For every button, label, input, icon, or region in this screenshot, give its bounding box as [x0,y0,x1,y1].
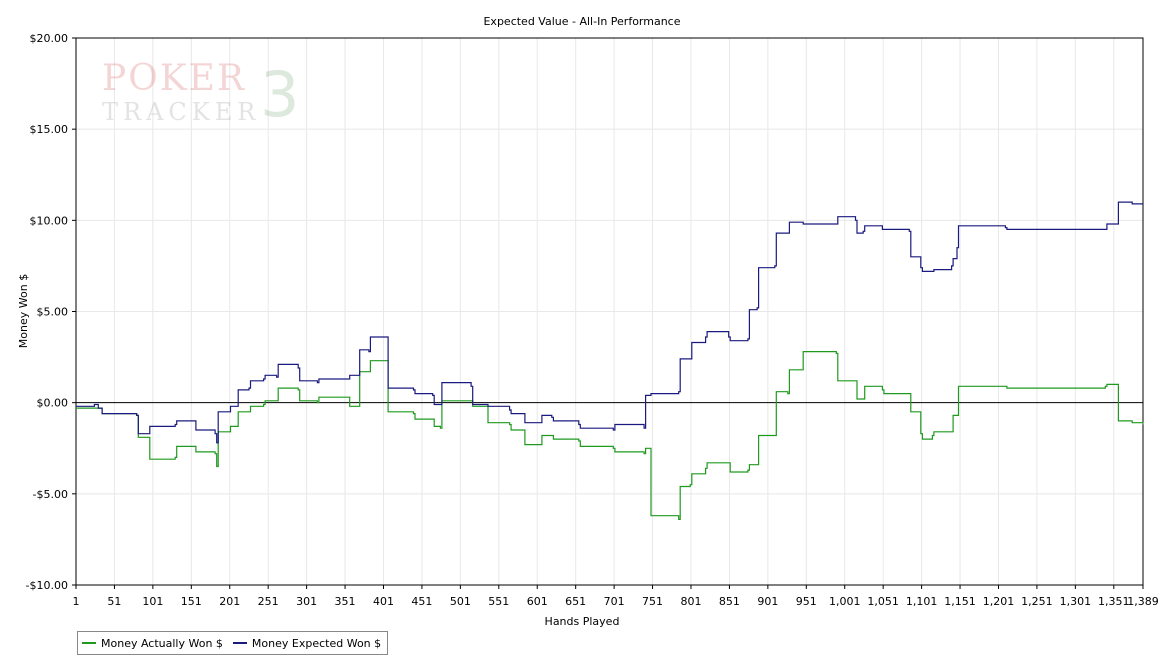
chart-title: Expected Value - All-In Performance [483,15,680,28]
x-axis-ticks: 1 51 101 151 201 251 301 351 401 451 501 551 601 651 7… [73,585,1159,608]
x-tick-label: 301 [296,595,317,608]
legend-swatch-expected [232,642,247,644]
y-tick-label: $15.00 [30,123,69,136]
legend-item-actual: Money Actually Won $ [82,637,223,650]
legend-item-expected: Money Expected Won $ [232,636,382,650]
x-tick-label: 1,389 [1127,595,1159,608]
x-tick-label: 1,101 [906,595,938,608]
x-tick-label: 501 [450,595,471,608]
y-axis-label: Money Won $ [17,274,30,348]
y-tick-label: $10.00 [30,214,69,227]
x-tick-label: 1,151 [944,595,976,608]
x-tick-label: 551 [488,595,509,608]
x-tick-label: 951 [796,595,817,608]
x-tick-label: 601 [527,595,548,608]
x-tick-label: 751 [642,595,663,608]
x-tick-label: 651 [565,595,586,608]
legend-label-expected: Money Expected Won $ [251,636,382,650]
y-tick-label: -$10.00 [26,579,68,592]
x-tick-label: 1,301 [1060,595,1092,608]
series-lines [76,201,1144,520]
x-tick-label: 801 [680,595,701,608]
y-tick-label: $5.00 [37,306,69,319]
x-axis-label: Hands Played [545,615,620,628]
x-tick-label: 901 [757,595,778,608]
x-tick-label: 101 [142,595,163,608]
legend-swatch-actual [82,642,96,644]
x-tick-label: 701 [604,595,625,608]
y-axis-ticks: -$10.00 -$5.00 $0.00 $5.00 $10.00 $15.00 $20.0… [26,32,76,592]
x-tick-label: 251 [258,595,279,608]
series-line-expected [76,201,1143,444]
x-tick-label: 201 [219,595,240,608]
y-tick-label: -$5.00 [33,488,68,501]
grid-lines [76,38,1143,585]
x-tick-label: 51 [107,595,121,608]
x-tick-label: 851 [719,595,740,608]
x-tick-label: 1,351 [1098,595,1130,608]
y-tick-label: $0.00 [37,397,69,410]
x-tick-label: 151 [181,595,202,608]
x-tick-label: 1 [73,595,80,608]
x-tick-label: 1,251 [1021,595,1053,608]
x-tick-label: 1,201 [983,595,1015,608]
x-tick-label: 351 [335,595,356,608]
x-tick-label: 1,001 [829,595,861,608]
x-tick-label: 451 [411,595,432,608]
x-tick-label: 1,051 [867,595,899,608]
series-line-actual [76,351,1144,520]
chart-legend: Money Actually Won $ Money Expected Won … [77,631,389,655]
y-tick-label: $20.00 [30,32,69,45]
legend-label-actual: Money Actually Won $ [101,636,223,650]
x-tick-label: 401 [373,595,394,608]
